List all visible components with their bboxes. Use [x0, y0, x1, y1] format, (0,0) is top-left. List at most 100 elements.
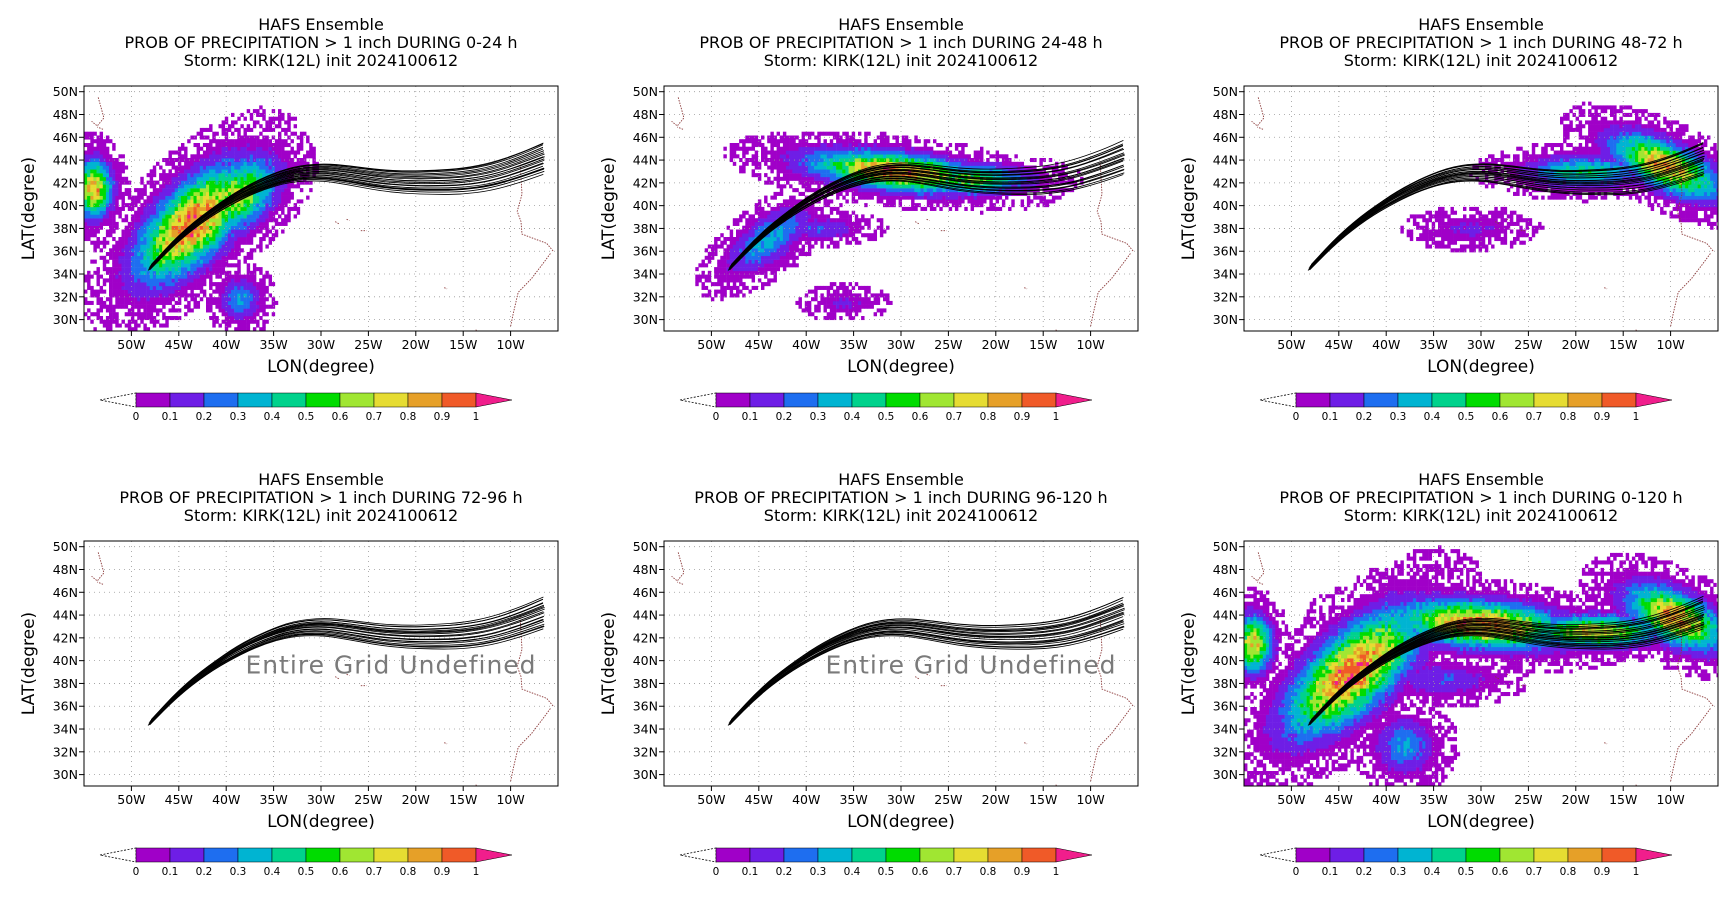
y-tick-label: 48N: [1213, 107, 1238, 122]
colorbar: 0 0.1 0.2 0.3 0.4 0.5 0.6 0.7 0.8 0.9 1: [679, 392, 1093, 423]
y-tick-label: 32N: [633, 289, 658, 304]
colorbar-label: 0.4: [264, 866, 281, 878]
y-tick-label: 46N: [53, 130, 78, 145]
coastline: [1096, 617, 1134, 707]
ensemble-track-line: [732, 597, 1124, 720]
grid: [84, 541, 558, 786]
x-tick-label: 15W: [1609, 792, 1637, 807]
colorbar-label: 0.7: [1526, 866, 1543, 878]
coastline: [444, 287, 448, 290]
y-tick-label: 46N: [1213, 585, 1238, 600]
ensemble-track-line: [1309, 172, 1705, 271]
colorbar-label: 0.2: [776, 866, 793, 878]
colorbar-segment: [373, 392, 409, 408]
x-tick-label: 45W: [1325, 337, 1353, 352]
y-tick-label: 36N: [633, 699, 658, 714]
coastline: [926, 218, 930, 221]
plot-area: Entire Grid Undefined 50W 45W 40W 35W 30W 25W 2…: [19, 539, 559, 832]
grid: [664, 541, 1138, 786]
colorbar-segment: [783, 847, 819, 863]
colorbar-label: 0.3: [810, 411, 827, 423]
coastline: [1670, 708, 1711, 782]
ensemble-track-line: [150, 156, 545, 267]
colorbar-segment: [1363, 392, 1399, 408]
coastline: [510, 708, 551, 782]
y-tick-label: 38N: [633, 221, 658, 236]
x-tick-label: 10W: [496, 337, 524, 352]
x-tick-label: 15W: [1029, 337, 1057, 352]
ensemble-track-line: [148, 623, 545, 725]
y-tick-label: 46N: [633, 585, 658, 600]
x-tick-label: 25W: [354, 337, 382, 352]
colorbar-label: 0.6: [912, 866, 929, 878]
panel-title-line: HAFS Ensemble: [1418, 470, 1544, 489]
grid: [1244, 86, 1718, 331]
x-tick-label: 30W: [1467, 337, 1495, 352]
x-tick-label: 15W: [1609, 337, 1637, 352]
colorbar-label: 0.5: [878, 411, 895, 423]
x-tick-label: 30W: [887, 792, 915, 807]
ensemble-track-line: [729, 157, 1124, 268]
y-axis-label: LAT(degree): [599, 612, 619, 715]
x-tick-label: 20W: [1562, 792, 1590, 807]
coastline: [1096, 162, 1134, 252]
y-tick-label: 46N: [633, 130, 658, 145]
colorbar-label: 0.1: [742, 411, 759, 423]
coastline: [97, 126, 104, 130]
colorbar-segment: [1363, 847, 1399, 863]
panel-title-line: PROB OF PRECIPITATION > 1 inch DURING 48…: [1279, 33, 1682, 52]
y-tick-label: 40N: [1213, 198, 1238, 213]
x-tick-label: 45W: [165, 337, 193, 352]
colorbar-segment: [817, 847, 853, 863]
x-axis-label: LON(degree): [847, 812, 955, 832]
y-tick-label: 34N: [633, 722, 658, 737]
panel-title-line: HAFS Ensemble: [838, 15, 964, 34]
y-tick-label: 38N: [1213, 221, 1238, 236]
y-tick-label: 44N: [53, 608, 78, 623]
x-tick-label: 30W: [1467, 792, 1495, 807]
panel-title-line: PROB OF PRECIPITATION > 1 inch DURING 96…: [694, 488, 1107, 507]
colorbar-label: 0: [713, 866, 720, 878]
y-tick-label: 42N: [633, 630, 658, 645]
ensemble-track-line: [152, 146, 544, 266]
ensemble-track-line: [149, 170, 545, 271]
y-tick-label: 46N: [53, 585, 78, 600]
coastline: [1090, 253, 1131, 327]
colorbar-label: 0.3: [230, 866, 247, 878]
panel-title-line: Storm: KIRK(12L) init 2024100612: [764, 51, 1038, 70]
colorbar-label: 0.8: [400, 411, 417, 423]
x-tick-label: 15W: [449, 792, 477, 807]
panel-title-line: HAFS Ensemble: [258, 470, 384, 489]
ensemble-track-line: [728, 164, 1124, 269]
colorbar-label: 0.9: [1594, 866, 1611, 878]
x-tick-label: 20W: [982, 792, 1010, 807]
y-tick-label: 36N: [53, 244, 78, 259]
y-tick-label: 44N: [633, 608, 658, 623]
colorbar-segment: [885, 392, 921, 408]
y-tick-label: 40N: [633, 653, 658, 668]
y-tick-label: 30N: [633, 312, 658, 327]
ensemble-track-line: [1309, 626, 1705, 726]
colorbar-segment: [407, 392, 443, 408]
x-tick-label: 50W: [117, 792, 145, 807]
y-tick-label: 42N: [1213, 630, 1238, 645]
ensemble-track-line: [730, 152, 1125, 267]
x-tick-label: 30W: [307, 337, 335, 352]
x-tick-label: 45W: [1325, 792, 1353, 807]
y-tick-label: 40N: [53, 198, 78, 213]
y-tick-label: 34N: [53, 722, 78, 737]
colorbar-label: 0.5: [1458, 866, 1475, 878]
x-tick-label: 45W: [745, 337, 773, 352]
colorbar-label: 0.3: [1390, 866, 1407, 878]
colorbar-label: 0.8: [980, 866, 997, 878]
ensemble-track-line: [1311, 602, 1704, 721]
coastline: [1257, 581, 1264, 585]
y-tick-label: 34N: [633, 267, 658, 282]
colorbar-label: 0.2: [196, 411, 213, 423]
colorbar-label: 0.1: [162, 411, 179, 423]
colorbar-label: 0.4: [264, 411, 281, 423]
colorbar-segment: [169, 847, 205, 863]
colorbar-label: 0.2: [1356, 866, 1373, 878]
